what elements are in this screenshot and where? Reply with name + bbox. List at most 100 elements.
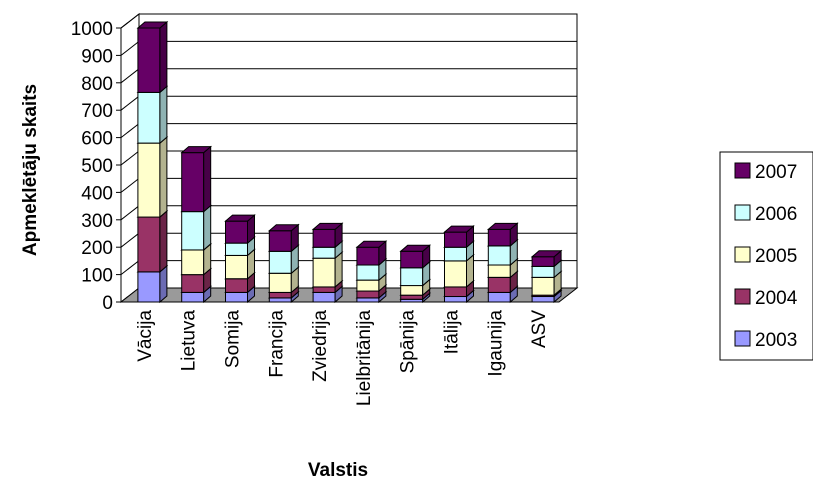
- bar-front: [181, 274, 205, 293]
- bar-front: [137, 91, 161, 144]
- bar-front: [181, 291, 205, 303]
- x-axis-title: Valstis: [308, 460, 368, 480]
- bar-top: [180, 146, 213, 154]
- x-axis-labels: Vācija Lietuva Somija Francija Zviedrija Liel…: [135, 310, 550, 407]
- bar-front: [137, 271, 161, 303]
- bar-front: [400, 285, 424, 296]
- y-tick-label: 700: [81, 101, 113, 122]
- y-tick-label: 100: [81, 266, 113, 287]
- bar-front: [356, 297, 380, 303]
- bar-front: [400, 250, 424, 269]
- x-tick-label: Vācija: [135, 310, 156, 362]
- y-tick-label: 0: [102, 293, 113, 314]
- y-tick-label: 200: [81, 238, 113, 259]
- bar-front: [531, 265, 555, 278]
- legend-label: 2004: [755, 288, 798, 309]
- bar-front: [487, 264, 511, 278]
- bar-front: [181, 211, 205, 251]
- x-tick-label: Lietuva: [179, 310, 200, 372]
- y-tick-label: 900: [81, 46, 113, 67]
- bar-top: [486, 222, 519, 230]
- bar-front: [312, 286, 336, 293]
- bar-top: [443, 225, 475, 233]
- legend-swatch: [734, 246, 751, 263]
- legend-label: 2007: [755, 162, 797, 183]
- bar-segment-2007: [443, 225, 475, 249]
- bar-front: [444, 246, 467, 262]
- x-tick-label: Itālija: [442, 310, 463, 355]
- bar-front: [225, 278, 248, 293]
- gridline-side: [120, 205, 140, 221]
- bar-front: [225, 242, 248, 256]
- bar-front: [268, 230, 292, 252]
- gridline-side: [120, 95, 140, 111]
- bar-side: [159, 20, 168, 94]
- bar-front: [312, 257, 336, 288]
- legend-item-2006: 2006: [734, 204, 797, 225]
- bar-segment-2007: [355, 240, 388, 267]
- bar-segment-2007: [136, 20, 169, 94]
- bar-front: [356, 264, 380, 281]
- bar-front: [356, 279, 380, 292]
- gridline-side: [120, 41, 140, 56]
- bar-front: [444, 260, 467, 288]
- bar-top: [399, 244, 432, 252]
- gridline-side: [120, 178, 140, 193]
- bar-front: [137, 27, 161, 93]
- bar-segment-2007: [180, 145, 213, 213]
- legend-item-2007: 2007: [734, 162, 797, 183]
- bar-front: [137, 142, 161, 218]
- bar-front: [225, 220, 248, 244]
- bar-side: [159, 85, 168, 145]
- legend: 2007 2006 2005 2004 2003: [734, 162, 798, 351]
- y-axis-title: Apmeklētāju skaits: [20, 84, 41, 256]
- bar-segment-2007: [267, 223, 300, 253]
- bar-front: [531, 256, 555, 267]
- legend-label: 2005: [755, 246, 797, 267]
- legend-item-2005: 2005: [734, 246, 797, 267]
- bar-front: [487, 245, 511, 266]
- bar-front: [181, 152, 205, 213]
- gridline-side: [120, 68, 140, 84]
- legend-swatch: [734, 288, 751, 305]
- y-tick-label: 300: [81, 211, 113, 232]
- bar-front: [268, 272, 292, 293]
- legend-item-2003: 2003: [734, 330, 797, 351]
- bar-segment-2007: [224, 214, 256, 245]
- x-tick-label: Francija: [266, 310, 287, 378]
- x-tick-label: Zviedrija: [310, 310, 331, 382]
- bar-front: [181, 249, 205, 276]
- bar-top: [136, 21, 169, 29]
- bar-segment-2007: [530, 249, 563, 268]
- y-tick-label: 400: [81, 183, 113, 204]
- bar-front: [312, 246, 336, 259]
- bar-front: [444, 296, 467, 303]
- bar-segment-2006: [136, 85, 169, 145]
- bar-front: [312, 228, 336, 248]
- bar-segment-2007: [486, 222, 519, 247]
- legend-label: 2003: [755, 330, 797, 351]
- bar-top: [355, 240, 388, 248]
- legend-label: 2006: [755, 204, 797, 225]
- y-tick-label: 1000: [71, 19, 113, 40]
- bar-segment-2004: [136, 209, 169, 273]
- y-tick-label: 800: [81, 74, 113, 95]
- y-tick-label: 500: [81, 156, 113, 177]
- bar-front: [487, 228, 511, 247]
- bar-side: [203, 145, 212, 213]
- bar-front: [268, 291, 292, 299]
- bar-side: [159, 209, 168, 273]
- bar-front: [225, 291, 248, 303]
- legend-swatch: [734, 204, 751, 221]
- bar-front: [531, 276, 555, 296]
- bar-front: [268, 297, 292, 303]
- bar-front: [268, 250, 292, 274]
- bars: [136, 20, 563, 304]
- x-tick-label: ASV: [529, 310, 550, 348]
- bar-segment-2006: [180, 204, 213, 252]
- bar-top: [224, 214, 256, 222]
- bar-side: [159, 135, 168, 219]
- bar-side: [203, 204, 212, 252]
- bar-segment-2007: [311, 222, 344, 249]
- bar-front: [356, 246, 380, 266]
